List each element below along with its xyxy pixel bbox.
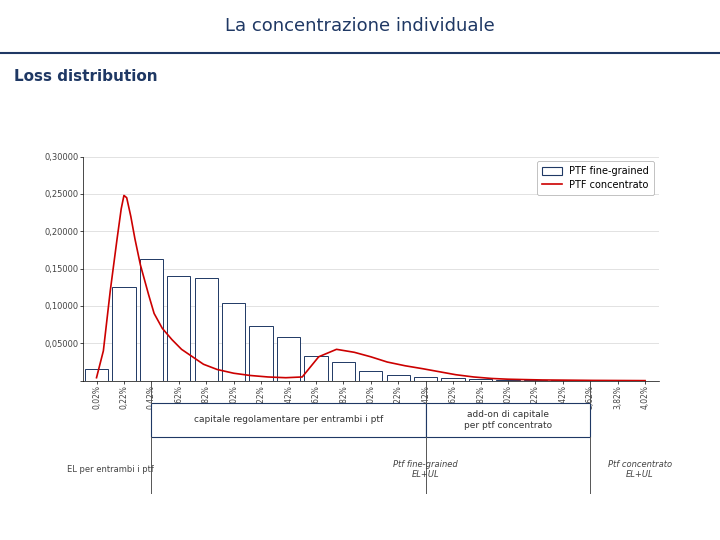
Bar <box>140 259 163 381</box>
Bar <box>194 278 218 381</box>
Bar <box>277 338 300 381</box>
Text: EL per entrambi i ptf: EL per entrambi i ptf <box>67 465 153 474</box>
Bar <box>414 377 437 381</box>
Legend: PTF fine-grained, PTF concentrato: PTF fine-grained, PTF concentrato <box>537 161 654 195</box>
FancyBboxPatch shape <box>426 403 590 436</box>
Text: capitale regolamentare per entrambi i ptf: capitale regolamentare per entrambi i pt… <box>194 415 383 424</box>
Bar <box>305 356 328 381</box>
Text: Loss distribution: Loss distribution <box>14 69 158 84</box>
Text: Ptf concentrato
EL+UL: Ptf concentrato EL+UL <box>608 460 672 480</box>
Bar <box>167 276 191 381</box>
Bar <box>332 362 355 381</box>
Bar <box>85 369 108 381</box>
Text: La concentrazione individuale: La concentrazione individuale <box>225 17 495 36</box>
Text: Ptf fine-grained
EL+UL: Ptf fine-grained EL+UL <box>393 460 458 480</box>
Bar <box>387 375 410 381</box>
Bar <box>249 326 273 381</box>
Bar <box>222 303 246 381</box>
Bar <box>496 380 520 381</box>
Bar <box>469 379 492 381</box>
FancyBboxPatch shape <box>151 403 426 436</box>
Text: add-on di capitale
per ptf concentrato: add-on di capitale per ptf concentrato <box>464 410 552 430</box>
Bar <box>112 287 135 381</box>
Bar <box>441 379 464 381</box>
Bar <box>359 371 382 381</box>
